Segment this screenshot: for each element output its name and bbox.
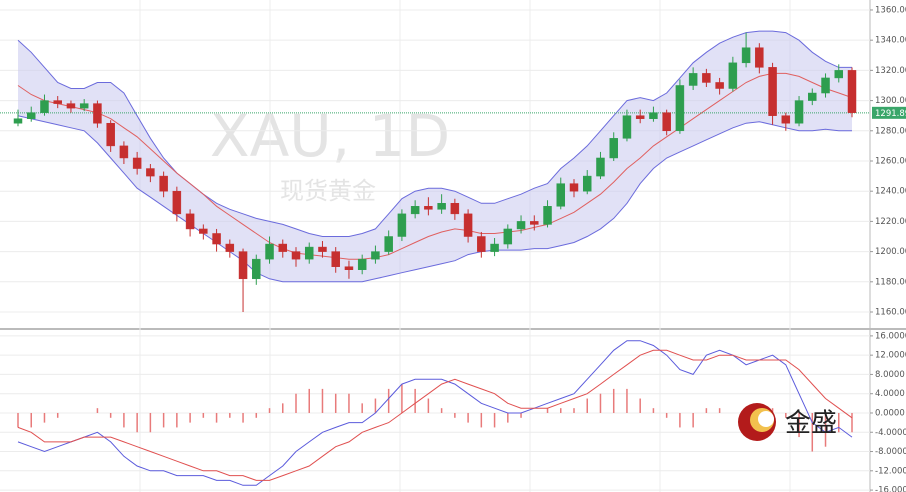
y-tick-label: 1260.00 [875, 156, 906, 166]
candle-body [212, 233, 221, 245]
candle-body [26, 112, 36, 119]
candle-body [291, 251, 301, 260]
candle-body [53, 100, 62, 104]
candle-body [410, 206, 420, 215]
candle-body [477, 236, 486, 252]
candle-body [424, 206, 433, 210]
y-tick-label: -4.0000 [875, 428, 906, 438]
candle-body [371, 251, 380, 260]
y-tick-label: 8.0000 [875, 370, 905, 380]
candle-body [397, 213, 407, 237]
y-tick-label: 1280.00 [875, 126, 906, 136]
candle-body [688, 73, 698, 86]
band-middle [17, 72, 853, 260]
band-fill [18, 31, 852, 282]
candle-body [543, 206, 552, 225]
candle-body [79, 103, 89, 109]
candle-body [225, 243, 235, 252]
candle-body [463, 213, 473, 237]
candle-body [344, 266, 354, 270]
band-upper [17, 30, 852, 237]
candle-body [40, 100, 49, 113]
candle-body [172, 190, 182, 215]
candle-body [66, 103, 76, 109]
candle-body [768, 67, 777, 116]
y-tick-label: 1180.00 [875, 277, 906, 287]
y-tick-label: -8.0000 [875, 447, 906, 457]
candle-body [556, 183, 566, 207]
candle-body [662, 112, 671, 132]
candle-body [119, 145, 129, 159]
candle-body [715, 82, 724, 89]
last-price-label: 1291.89 [875, 109, 906, 119]
candle-body [596, 157, 605, 177]
y-tick-label: -12.0000 [875, 466, 906, 476]
y-tick-label: 1340.00 [875, 36, 906, 46]
candle-body [675, 85, 685, 132]
candle-body [503, 228, 513, 245]
candle-body [755, 47, 764, 68]
candle-body [794, 100, 804, 124]
candle-body [569, 183, 579, 192]
candle-body [530, 221, 539, 225]
candle-body [265, 243, 274, 260]
candle-body [582, 175, 592, 192]
candle-body [821, 77, 830, 94]
y-tick-label: 1320.00 [875, 66, 906, 76]
candle-body [516, 221, 526, 230]
candle-body [199, 228, 208, 234]
candle-body [702, 73, 711, 83]
y-tick-label: 0.0000 [875, 408, 905, 418]
candle-body [808, 92, 817, 101]
candle-body [635, 115, 645, 119]
y-tick-label: 1160.00 [875, 308, 906, 318]
candle-body [834, 70, 844, 79]
candle-body [318, 246, 327, 252]
candle-body [13, 118, 23, 124]
macd-line [17, 340, 853, 486]
candle-body [185, 213, 195, 230]
candle-body [304, 246, 314, 260]
candle-body [146, 168, 155, 177]
candle-body [252, 258, 261, 280]
candle-body [331, 251, 340, 267]
candle-body [450, 203, 460, 215]
candle-body [278, 243, 288, 252]
candle-body [132, 157, 142, 169]
candle-body [93, 103, 102, 124]
candle-body [622, 115, 632, 139]
last-price-box [872, 106, 906, 119]
y-tick-label: 1300.00 [875, 96, 906, 106]
y-tick-label: 12.0000 [875, 351, 906, 361]
candle-body [781, 115, 791, 124]
y-tick-label: 1220.00 [875, 217, 906, 227]
watermark-symbol: XAU, 1D [210, 102, 450, 170]
candle-body [741, 47, 751, 64]
candle-body [609, 138, 618, 159]
candle-body [437, 203, 446, 210]
y-tick-label: 1240.00 [875, 187, 906, 197]
y-tick-label: -16.0000 [875, 486, 906, 492]
candle-body [728, 62, 738, 89]
candle-body [159, 175, 168, 192]
candle-body [490, 243, 499, 252]
logo-text: 金盛 [785, 409, 837, 439]
y-tick-label: 1360.00 [875, 5, 906, 15]
candle-body [384, 236, 393, 252]
candle-body [106, 122, 115, 147]
candle-body [238, 251, 248, 280]
candle-body [847, 70, 857, 113]
logo: 金盛 [738, 403, 837, 441]
candle-body [357, 258, 367, 270]
y-tick-label: 1200.00 [875, 247, 906, 257]
candle-body [649, 112, 658, 119]
y-tick-label: 4.0000 [875, 389, 905, 399]
band-lower [17, 115, 852, 283]
macd-line [17, 349, 853, 481]
y-tick-label: 16.0000 [875, 331, 906, 341]
